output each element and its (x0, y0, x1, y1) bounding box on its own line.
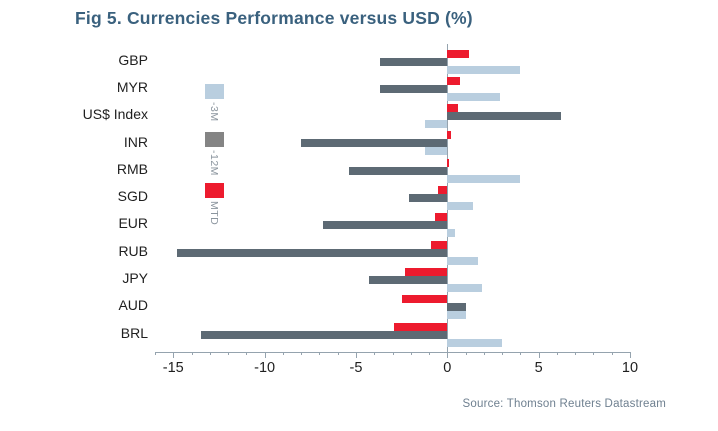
x-minor-tick--2 (410, 352, 412, 355)
bar-myr-3m (447, 92, 501, 101)
bar-rub-mtd (430, 240, 448, 249)
legend-label-mtd: MTD (208, 201, 220, 226)
x-tick-label--5: -5 (349, 360, 363, 376)
x-tick-5 (538, 352, 540, 358)
bar-myr-mtd (447, 76, 461, 85)
legend-swatch-12m (205, 132, 224, 147)
bar-brl-3m (447, 338, 503, 347)
category-label-aud: AUD (118, 297, 148, 314)
x-minor-tick-8 (593, 352, 595, 355)
category-label-brl: BRL (120, 324, 148, 341)
x-minor-tick--13 (209, 352, 211, 355)
bar-aud-3m (447, 311, 466, 320)
x-minor-tick-6 (556, 352, 558, 355)
bar-eur-mtd (434, 213, 448, 222)
x-minor-tick-1 (465, 352, 467, 355)
x-minor-tick--11 (246, 352, 248, 355)
bar-aud-12m (447, 303, 466, 312)
legend-label-3m: -3M (208, 102, 220, 122)
x-tick--10 (264, 352, 266, 358)
bar-myr-12m (379, 84, 448, 93)
bar-us-index-12m (447, 112, 561, 121)
bar-gbp-12m (379, 57, 448, 66)
category-label-gbp: GBP (118, 51, 148, 68)
x-minor-tick--14 (191, 352, 193, 355)
x-minor-tick--8 (301, 352, 303, 355)
x-tick--15 (173, 352, 175, 358)
category-label-us-index: US$ Index (82, 106, 148, 123)
bar-inr-3m (425, 147, 448, 156)
x-minor-tick--7 (319, 352, 321, 355)
bar-rub-3m (447, 256, 479, 265)
x-minor-tick-9 (611, 352, 613, 355)
x-tick-label--15: -15 (162, 360, 184, 376)
x-tick-0 (447, 352, 449, 358)
bar-brl-mtd (394, 322, 448, 331)
x-minor-tick--6 (337, 352, 339, 355)
x-tick-label-5: 5 (534, 360, 543, 376)
x-minor-tick--3 (392, 352, 394, 355)
x-minor-tick-7 (575, 352, 577, 355)
bar-rmb-3m (447, 174, 521, 183)
bar-gbp-3m (447, 65, 521, 74)
bar-rub-12m (176, 248, 448, 257)
bar-jpy-mtd (405, 267, 448, 276)
x-tick-10 (630, 352, 631, 358)
x-minor-tick-3 (502, 352, 504, 355)
category-label-myr: MYR (116, 78, 148, 95)
category-label-rmb: RMB (116, 160, 148, 177)
bar-jpy-3m (447, 283, 482, 292)
category-label-jpy: JPY (122, 270, 148, 287)
x-minor-tick--1 (429, 352, 431, 355)
x-tick-label-10: 10 (621, 360, 639, 376)
x-minor-tick--12 (228, 352, 230, 355)
bar-jpy-12m (368, 275, 448, 284)
legend-label-12m: -12M (208, 150, 220, 176)
bar-brl-12m (200, 330, 448, 339)
x-minor-tick-4 (520, 352, 522, 355)
bar-sgd-3m (447, 202, 473, 210)
x-tick-label-0: 0 (443, 360, 452, 376)
bar-eur-12m (323, 221, 448, 230)
category-label-inr: INR (123, 133, 148, 150)
category-label-rub: RUB (118, 242, 148, 259)
category-label-sgd: SGD (117, 188, 148, 205)
bar-sgd-mtd (438, 186, 448, 194)
bar-inr-12m (301, 139, 448, 148)
x-minor-tick-2 (483, 352, 485, 355)
category-label-eur: EUR (118, 215, 148, 232)
x-minor-tick--4 (374, 352, 376, 355)
bar-rmb-mtd (447, 158, 450, 167)
bar-rmb-12m (348, 166, 448, 175)
bar-us-index-mtd (447, 104, 459, 113)
chart-title: Fig 5. Currencies Performance versus USD… (75, 8, 473, 28)
bar-us-index-3m (425, 120, 448, 129)
x-minor-tick--16 (155, 352, 156, 355)
bar-sgd-12m (408, 194, 448, 202)
x-tick-label--10: -10 (254, 360, 276, 376)
x-tick--5 (355, 352, 357, 358)
legend-swatch-3m (205, 84, 224, 99)
bar-gbp-mtd (447, 49, 470, 58)
zero-axis-line (447, 44, 449, 352)
bar-aud-mtd (401, 295, 448, 304)
source-credit: Source: Thomson Reuters Datastream (462, 398, 666, 410)
bar-eur-3m (447, 229, 455, 238)
legend-swatch-mtd (205, 183, 224, 198)
x-minor-tick--9 (282, 352, 284, 355)
bar-inr-mtd (447, 131, 451, 140)
